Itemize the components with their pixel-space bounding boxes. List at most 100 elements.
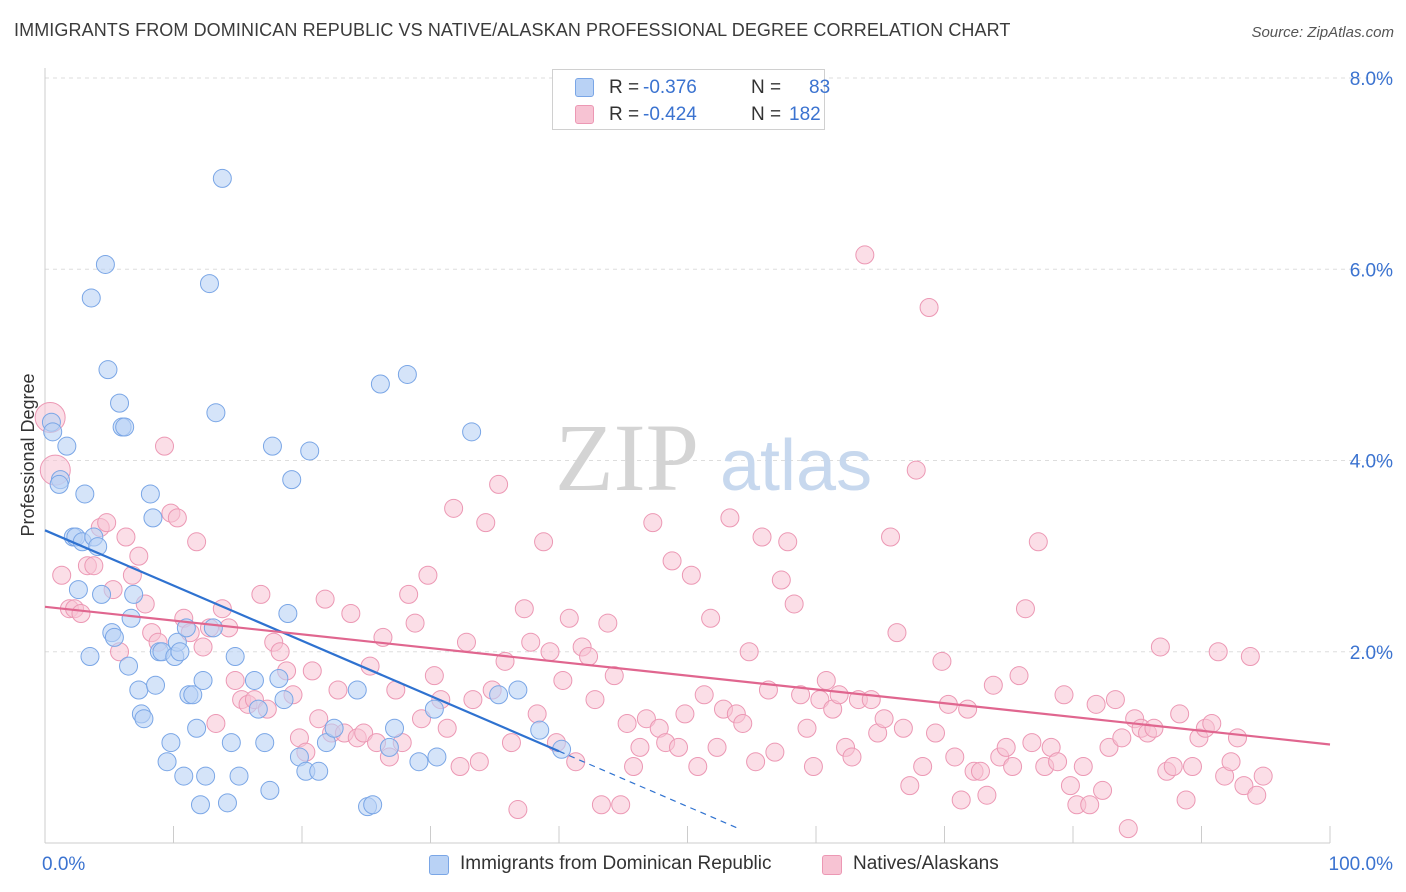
- natives-point: [1253, 766, 1273, 786]
- natives-points: [34, 245, 1273, 839]
- natives-point: [1150, 637, 1170, 657]
- natives-point: [926, 723, 946, 743]
- dominican-point: [347, 680, 367, 700]
- dominican-point: [196, 766, 216, 786]
- x-tick-label: 0.0%: [42, 854, 85, 875]
- dominican-points: [41, 168, 572, 817]
- natives-point: [803, 757, 823, 776]
- legend-swatch-blue: [429, 855, 449, 875]
- legend-n-value: 182: [789, 104, 821, 125]
- legend-n-value: 83: [809, 77, 831, 98]
- dominican-point: [530, 720, 550, 740]
- natives-point: [1015, 599, 1035, 619]
- dominican-point: [134, 709, 154, 729]
- natives-point: [771, 570, 791, 590]
- natives-point: [598, 613, 618, 633]
- natives-point: [437, 718, 457, 738]
- natives-point: [71, 604, 91, 623]
- natives-point: [636, 709, 656, 729]
- natives-point: [52, 565, 72, 585]
- dominican-point: [146, 675, 166, 695]
- watermark-atlas: atlas: [720, 426, 872, 506]
- natives-point: [797, 718, 817, 738]
- legend-r-label: R =: [609, 104, 640, 125]
- natives-point: [1221, 752, 1241, 772]
- dominican-point: [255, 733, 275, 753]
- dominican-point: [121, 608, 141, 628]
- natives-point: [540, 642, 560, 662]
- dominican-point: [124, 584, 144, 604]
- natives-point: [784, 594, 804, 614]
- source-label: Source: ZipAtlas.com: [1251, 24, 1394, 41]
- natives-point: [791, 685, 811, 705]
- natives-point: [206, 713, 226, 733]
- natives-point: [958, 699, 978, 719]
- dominican-point: [462, 422, 482, 442]
- natives-point: [919, 298, 939, 317]
- dominican-point: [309, 761, 329, 781]
- natives-point: [501, 733, 521, 753]
- y-tick-label: 8.0%: [1350, 69, 1393, 90]
- y-tick-label: 4.0%: [1350, 452, 1393, 473]
- dominican-point: [244, 670, 264, 690]
- natives-point: [193, 637, 213, 657]
- natives-point: [739, 642, 759, 662]
- natives-point: [553, 670, 573, 690]
- natives-point: [630, 737, 650, 757]
- legend-r-value: -0.376: [643, 77, 697, 98]
- dominican-point: [95, 254, 115, 274]
- natives-point: [611, 795, 631, 815]
- dominican-point: [199, 274, 219, 294]
- natives-point: [1118, 819, 1138, 839]
- natives-point: [328, 680, 348, 700]
- natives-point: [251, 584, 271, 604]
- natives-point: [1163, 757, 1183, 776]
- natives-point: [514, 599, 534, 619]
- natives-point: [302, 661, 322, 681]
- dominican-point: [49, 474, 69, 494]
- natives-point: [1028, 532, 1048, 552]
- dominican-point: [300, 441, 320, 461]
- natives-point: [585, 690, 605, 710]
- natives-point: [996, 737, 1016, 757]
- dominican-point: [174, 766, 194, 786]
- dominican-point: [260, 780, 280, 800]
- natives-point: [315, 589, 335, 609]
- natives-point: [270, 642, 290, 662]
- dominican-point: [157, 752, 177, 772]
- natives-point: [1054, 685, 1074, 705]
- natives-point: [900, 776, 920, 796]
- y-axis-label: Professional Degree: [18, 373, 38, 536]
- legend-r-value: -0.424: [643, 104, 697, 125]
- natives-point: [1022, 733, 1042, 753]
- natives-point: [354, 723, 374, 743]
- natives-point: [1170, 704, 1190, 724]
- natives-point: [167, 508, 187, 528]
- legend-n-label: N =: [751, 77, 782, 98]
- dominican-point: [269, 669, 289, 689]
- natives-point: [720, 508, 740, 528]
- natives-point: [951, 790, 971, 810]
- natives-point: [970, 761, 990, 781]
- natives-point: [681, 565, 701, 585]
- natives-point: [1086, 694, 1106, 714]
- natives-point: [604, 666, 624, 686]
- dominican-trend-extension: [558, 750, 740, 830]
- natives-point: [643, 513, 663, 533]
- dominican-point: [363, 795, 383, 815]
- natives-point: [1060, 776, 1080, 796]
- natives-point: [688, 757, 708, 776]
- legend-swatch-pink: [575, 105, 594, 124]
- natives-point: [521, 632, 541, 652]
- dominican-point: [206, 403, 226, 423]
- natives-point: [1234, 776, 1254, 796]
- natives-point: [874, 709, 894, 729]
- natives-point: [1112, 728, 1132, 748]
- dominican-point: [75, 484, 95, 504]
- natives-point: [1144, 718, 1164, 738]
- chart-title: IMMIGRANTS FROM DOMINICAN REPUBLIC VS NA…: [14, 20, 1011, 40]
- dominican-point: [170, 642, 190, 662]
- natives-point: [932, 651, 952, 671]
- natives-point: [913, 757, 933, 776]
